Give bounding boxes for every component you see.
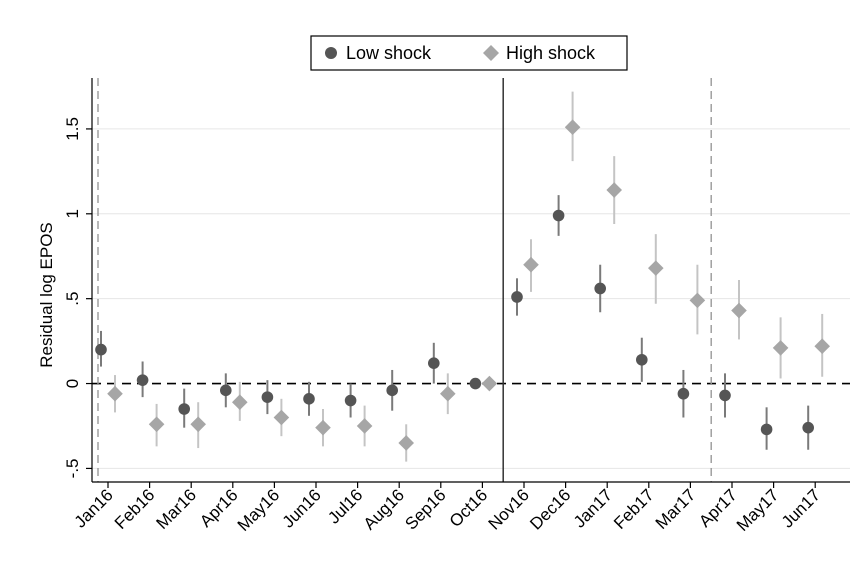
high-shock-point [148,416,165,433]
x-tick-label: Jun17 [778,485,824,531]
data-layer [95,91,830,462]
high-shock-point [398,435,414,451]
high-shock-point [814,338,830,355]
high-shock-point [564,119,581,136]
low-shock-point [344,394,357,407]
x-tick-label: Mar17 [652,485,700,533]
y-axis-title: Residual log EPOS [37,222,56,368]
y-tick-label: 0 [63,379,82,388]
low-shock-point [261,391,274,403]
x-tick-label: Jan16 [71,485,117,531]
low-shock-point [760,423,773,436]
high-shock-point [731,302,747,319]
high-shock-point [273,409,290,426]
y-tick-label: -.5 [63,458,82,478]
low-shock-point [594,282,606,295]
x-tick-label: Dec16 [526,485,574,533]
high-shock-point [481,375,498,392]
x-tick-label: Apr16 [196,485,242,531]
x-tick-label: Jan17 [570,485,616,531]
legend-high-shock-marker [483,45,499,61]
grid-layer [92,128,850,469]
x-tick-label: May17 [733,485,783,535]
x-tick-label: Oct16 [446,485,492,531]
low-shock-point [303,393,315,405]
low-shock-point [220,384,232,397]
low-shock-point [719,389,731,402]
high-shock-point [689,292,706,309]
reference-lines-layer [92,78,850,482]
high-shock-point [772,340,789,356]
high-shock-point [107,385,123,402]
legend: Low shock High shock [310,35,628,71]
high-shock-point [232,394,248,411]
low-shock-point [95,343,107,356]
low-shock-point [136,374,149,386]
y-tick-label: 1.5 [63,117,82,141]
legend-high-shock-label: High shock [506,43,596,63]
high-shock-point [606,182,622,198]
x-tick-label: Jun16 [279,485,325,531]
x-tick-label: Aug16 [360,485,408,533]
low-shock-point [428,357,440,369]
x-tick-label: May16 [234,485,284,535]
x-tick-label: Apr17 [695,485,741,531]
high-shock-point [315,419,331,436]
x-tick-label: Feb16 [111,485,159,533]
legend-box [310,35,628,71]
x-tick-label: Feb17 [610,485,658,533]
high-shock-point [648,260,664,276]
axes-layer: -.5 0 .5 1 1.5 Jan16Feb16Mar16Apr16May16Jun16… [63,78,850,535]
high-shock-point [356,418,373,434]
low-shock-point [802,421,814,434]
x-tick-label: Sep16 [401,485,449,533]
low-shock-point [636,353,648,366]
y-tick-label: 1 [63,209,82,218]
low-shock-point [469,377,482,390]
x-tick-label: Mar16 [153,485,201,533]
low-shock-point [511,291,523,303]
x-tick-label: Nov16 [485,485,533,533]
low-shock-point [552,209,565,222]
high-shock-point [440,385,456,402]
y-tick-label: .5 [63,292,82,306]
low-shock-point [178,403,190,415]
low-shock-point [677,387,690,400]
legend-low-shock-marker [325,47,337,59]
low-shock-point [386,384,399,397]
high-shock-point [523,256,539,273]
high-shock-point [190,416,206,433]
legend-low-shock-label: Low shock [346,43,432,63]
